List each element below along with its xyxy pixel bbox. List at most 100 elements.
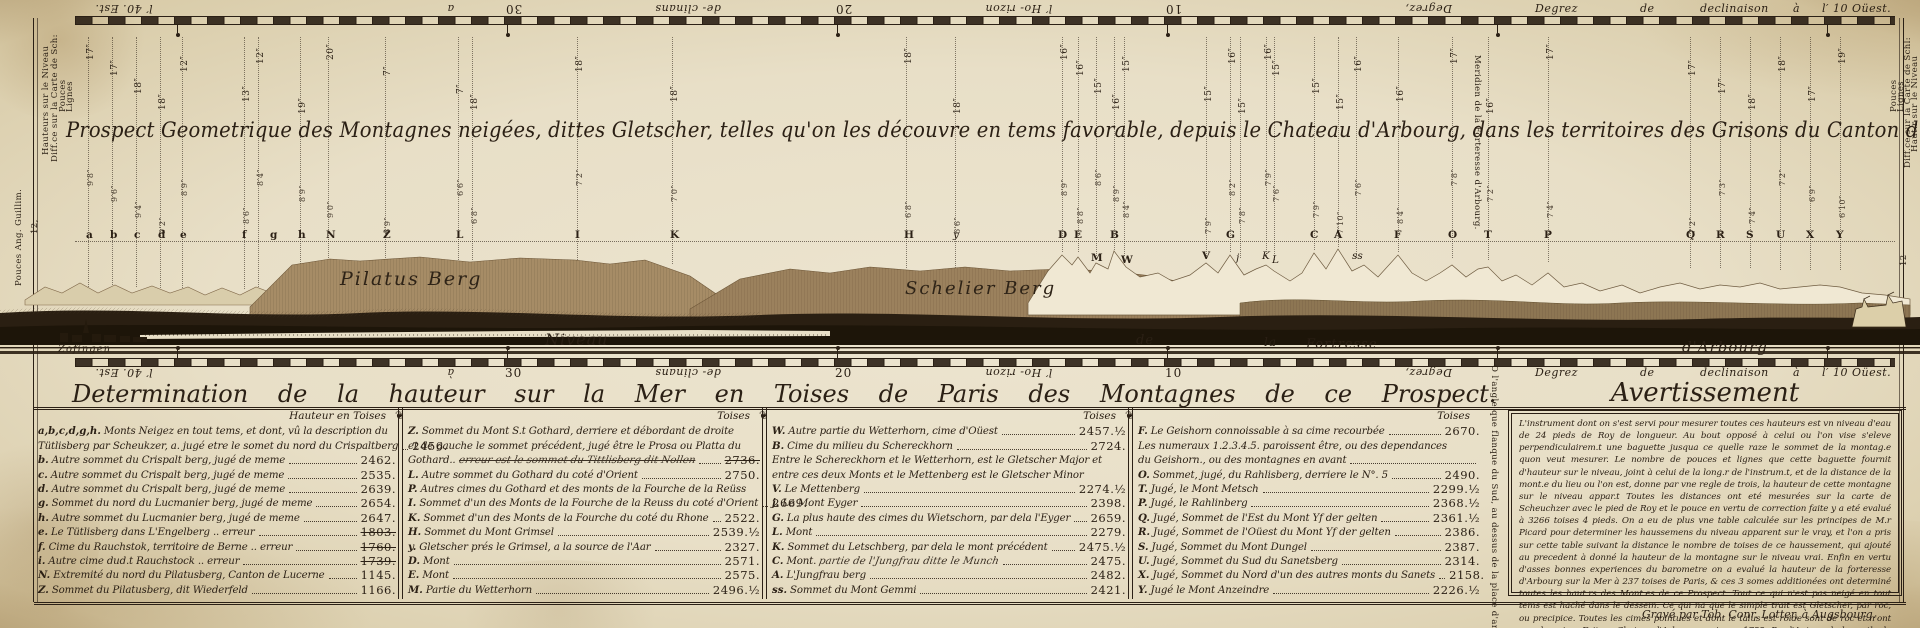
separator-ornament: ❦: [395, 409, 405, 422]
row-height-toises: 2158.: [1449, 568, 1485, 583]
row-letter: g.: [38, 497, 49, 510]
row-height-toises: 2535.: [360, 467, 396, 482]
measure-value-lower: 7′6″: [1354, 179, 1363, 196]
measure-value-lower: 9′6″: [110, 185, 119, 202]
dotted-leader: [557, 535, 709, 537]
ruler-major-dot: [1165, 33, 1170, 37]
measure-value-lower: 7′0″: [670, 185, 679, 202]
measure-value-lower: 8′4″: [256, 169, 265, 186]
table-column: Toises W. Autre partie du Wetterhorn, cime…: [772, 410, 1126, 596]
row-height-toises: 2654.: [360, 496, 396, 511]
row-description: Gletscher prés le Grimsel, a la source d…: [419, 541, 651, 553]
row-height-toises: 1739.: [360, 553, 396, 568]
dotted-leader: [920, 592, 1087, 594]
peak-letter: T: [1484, 229, 1492, 241]
table-row: K. Sommet du Letschberg, par dela le mont…: [772, 538, 1126, 553]
ruler-word: declinaison: [1700, 2, 1769, 15]
row-description: Sommet du Pilatusberg, dit Wiederfeld: [51, 584, 248, 596]
table-row: b. Autre sommet du Crispalt berg, jugé de…: [38, 452, 396, 466]
ruler-word: de: [1640, 2, 1655, 15]
dotted-leader: [1251, 506, 1429, 508]
row-description: Sommet d'un des Monts de la Fourche du c…: [423, 512, 709, 524]
measure-value-lower: 8′9″: [298, 185, 307, 202]
row-height-toises: 2539.½: [712, 525, 760, 540]
avertissement-text: L'instrument dont on s'est servi pour me…: [1511, 413, 1899, 628]
row-description: L'Jungfrau berg: [786, 570, 866, 582]
page-title: Prospect Geometrique des Montagnes neigé…: [66, 118, 1920, 142]
column-separator: [762, 407, 767, 599]
row-description: Mont.: [786, 555, 817, 567]
peak-letter: K: [1262, 250, 1270, 262]
row-letter: N.: [38, 569, 51, 582]
measure-value-pouces: 12″: [256, 47, 266, 64]
top-declination-ruler: [75, 16, 1895, 25]
measure-dotted-line: [1230, 37, 1231, 252]
ruler-major-tick: [1167, 24, 1168, 33]
row-letter: ss.: [772, 583, 788, 596]
peak-letter: U: [1776, 229, 1786, 241]
row-letter: V.: [772, 482, 782, 495]
table-row: E. Mont 2575.: [408, 567, 760, 582]
measure-value-pouces: 15″: [1204, 85, 1214, 102]
row-height-toises: 2475.: [1090, 553, 1126, 568]
ruler-major-dot: [835, 346, 840, 350]
dotted-leader: [1262, 491, 1429, 493]
ruler-word: l′ 10 Oüest.: [1822, 2, 1892, 15]
measure-dotted-line: [88, 37, 89, 287]
dotted-leader: [316, 506, 357, 508]
ruler-word: de- clinans: [655, 366, 721, 379]
row-letter: K.: [408, 511, 421, 524]
row-height-toises: 2457.½: [1078, 424, 1126, 439]
table-row: H. Sommet du Mont Grimsel 2539.½: [408, 524, 760, 538]
table-row: B. Cime du milieu du Schereckhorn 2724.: [772, 437, 1126, 452]
row-description: Sommet, jugé, du Rahlisberg, derriere le…: [1152, 469, 1388, 481]
row-letter: L.: [772, 526, 783, 539]
row-letter: Q.: [1138, 511, 1150, 524]
row-description: Cime du Rauchstok, territoire de Berne .…: [48, 541, 293, 553]
measure-value-pouces: 16″: [1060, 43, 1070, 60]
dotted-leader: [1394, 535, 1441, 537]
measure-value-pouces: 17″: [1546, 43, 1556, 60]
measure-dotted-line: [1062, 37, 1063, 252]
ruler-word: Degrez: [1535, 366, 1578, 379]
ruler-major-tick: [1497, 24, 1498, 33]
measure-value-pouces: 19″: [298, 97, 308, 114]
table-row: Z. Sommet du Pilatusberg, dit Wiederfeld 1…: [38, 581, 396, 596]
row-letter: D.: [408, 554, 421, 567]
row-description: Autre partie du Wetterhorn, cime d'Oüest: [788, 426, 998, 438]
measure-dotted-line: [458, 37, 459, 260]
dotted-leader: [289, 491, 357, 493]
measure-value-lower: 6′8″: [470, 207, 479, 224]
row-letter: a,b,c,d,g,h.: [38, 425, 101, 438]
table-row: L. Mont 2279.: [772, 524, 1126, 538]
measure-dotted-line: [955, 37, 956, 270]
row-description: Autre sommet du Crispalt berg, jugé de m…: [50, 469, 285, 481]
row-description: Gothard..: [408, 455, 456, 467]
dotted-leader: [1002, 563, 1087, 565]
measure-value-lower: 8′9″: [180, 179, 189, 196]
row-description: Autre sommet du Crispalt berg, jugé de m…: [51, 455, 286, 467]
peak-letter: F: [1394, 229, 1402, 241]
peak-letter: Q: [1686, 229, 1696, 241]
dotted-leader: [251, 592, 357, 594]
peak-letter: D: [1058, 229, 1068, 241]
mountain-name-label: Schelier Berg: [905, 278, 1057, 299]
row-height-toises: 2421.: [1090, 582, 1126, 597]
row-description: Le Geishorn connoissable à sa cime recou…: [1150, 426, 1385, 438]
ruler-word: l′ 40. Est.: [95, 2, 153, 15]
measure-dotted-line: [1240, 37, 1241, 258]
mountain-panorama: Pilatus Berg Schelier Berg: [0, 243, 1920, 361]
measure-value-pouces: 17″: [110, 59, 120, 76]
row-height-toises: 2750.: [724, 467, 760, 482]
measure-value-pouces: 12″: [180, 55, 190, 72]
table-row: K. Sommet d'un des Monts de la Fourche du…: [408, 509, 760, 524]
measure-value-lower: 8′6″: [1094, 169, 1103, 186]
measure-value-lower: 9′0″: [326, 201, 335, 218]
dotted-leader: [712, 520, 721, 522]
table-row: V. Le Mettenberg 2274.½: [772, 481, 1126, 495]
measure-value-lower: 7′9″: [1204, 217, 1213, 234]
row-description: Les numeraux 1.2.3.4.5. paroissent être,…: [1138, 440, 1448, 452]
ruler-degree-number: 10: [1165, 366, 1183, 380]
ruler-word: a: [447, 2, 455, 15]
